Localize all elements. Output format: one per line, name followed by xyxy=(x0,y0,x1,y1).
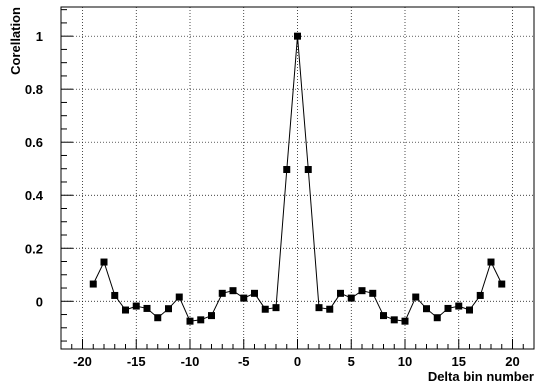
data-point xyxy=(154,314,162,322)
data-point xyxy=(208,312,215,320)
x-tick-label: 0 xyxy=(294,354,301,369)
data-point xyxy=(380,312,387,320)
data-point xyxy=(498,280,506,288)
data-point xyxy=(455,302,463,310)
data-point xyxy=(272,304,280,312)
axes xyxy=(60,9,535,349)
x-tick-label: 5 xyxy=(348,354,355,369)
data-point xyxy=(218,289,226,297)
data-point xyxy=(347,294,355,302)
grid xyxy=(61,7,534,349)
data-point xyxy=(401,317,409,325)
data-point xyxy=(326,305,334,313)
data-point xyxy=(466,306,473,314)
y-tick-label: 0.4 xyxy=(25,188,44,203)
data-point xyxy=(261,305,269,313)
data-point xyxy=(186,317,194,325)
data-point xyxy=(251,289,258,297)
data-point xyxy=(294,32,301,40)
y-tick-label: 0.6 xyxy=(25,135,43,150)
y-tick-label: 0 xyxy=(36,294,43,309)
data-point xyxy=(369,289,377,297)
data-point xyxy=(487,258,495,266)
tick-labels: -20 -15 -10 -5 0 5 10 15 20 0 0.2 0.4 0.6 0.8 1 xyxy=(25,29,520,369)
x-tick-label: -20 xyxy=(73,354,92,369)
data-point xyxy=(143,304,151,312)
y-tick-label: 0.8 xyxy=(25,82,43,97)
y-axis-label: Corellation xyxy=(8,7,23,75)
data-point xyxy=(358,287,366,295)
x-tick-label: -10 xyxy=(181,354,200,369)
data-point xyxy=(476,291,484,299)
x-tick-label: 10 xyxy=(398,354,412,369)
x-tick-label: 15 xyxy=(452,354,466,369)
y-tick-label: 1 xyxy=(36,29,43,44)
data-point xyxy=(132,302,140,310)
data-point xyxy=(423,305,430,313)
x-axis-label: Delta bin number xyxy=(428,369,534,384)
x-tick-label: -15 xyxy=(127,354,146,369)
data-point xyxy=(165,305,172,313)
data-point xyxy=(175,293,183,301)
data-point xyxy=(444,304,452,312)
data-point xyxy=(412,293,420,301)
data-point xyxy=(283,166,291,174)
data-point xyxy=(111,291,119,299)
x-tick-label: 20 xyxy=(505,354,519,369)
data-point xyxy=(229,287,237,295)
data-point xyxy=(390,316,398,324)
data-point xyxy=(337,289,344,297)
y-tick-label: 0.2 xyxy=(25,241,43,256)
data-point xyxy=(304,166,312,174)
data-point xyxy=(100,258,108,266)
data-point xyxy=(197,316,205,324)
data-series xyxy=(89,32,506,325)
data-point xyxy=(315,304,323,312)
data-point xyxy=(433,314,441,322)
data-point xyxy=(122,306,129,314)
data-point xyxy=(240,294,248,302)
x-tick-label: -5 xyxy=(238,354,250,369)
data-point xyxy=(89,280,97,288)
